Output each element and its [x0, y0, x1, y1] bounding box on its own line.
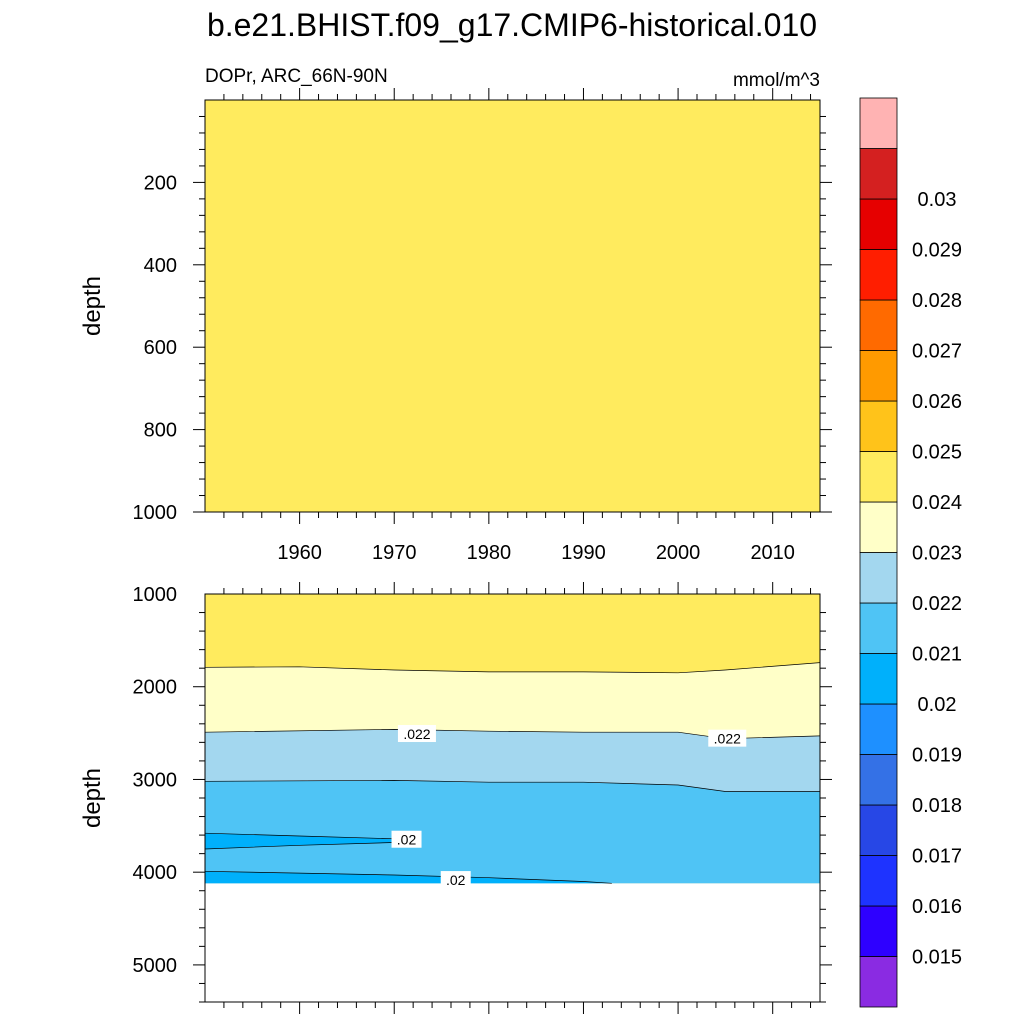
lower-fill-band-0.019-0.020-upper [205, 833, 404, 849]
colorbar-label: 0.024 [912, 492, 962, 514]
lower-fill-band-0.020-0.021 [205, 780, 820, 884]
colorbar-box [859, 451, 898, 503]
colorbar-box [859, 804, 898, 856]
chart-title: b.e21.BHIST.f09_g17.CMIP6-historical.010 [207, 7, 817, 43]
colorbar-label: 0.03 [918, 189, 957, 211]
colorbar-label: 0.019 [912, 745, 962, 767]
colorbar: 0.015 0.016 0.017 0.018 0.019 0.02 0.021 0.022 0… [859, 97, 962, 1008]
upper-x-tick-label: 2000 [656, 542, 701, 564]
colorbar-box [859, 754, 898, 806]
lower-contour-labels: .022 .022 .02 .02 [391, 725, 747, 889]
upper-panel: DOPr, ARC_66N-90N mmol/m^3 1960 1970 1980 1… [79, 66, 832, 564]
contour-label-box [391, 830, 422, 848]
lower-y-tick-label: 1000 [133, 584, 178, 606]
colorbar-label: 0.017 [912, 846, 962, 868]
colorbar-label: 0.018 [912, 795, 962, 817]
colorbar-box [859, 703, 898, 755]
upper-x-tick-label: 1980 [467, 542, 512, 564]
colorbar-label: 0.025 [912, 442, 962, 464]
colorbar-boxes [859, 97, 898, 1008]
lower-y-tick-label: 2000 [133, 677, 178, 699]
lower-y-tick-label: 4000 [133, 862, 178, 884]
upper-fill-0.023-0.024 [205, 100, 820, 512]
contour-label-box [708, 729, 747, 747]
contour-label: .02 [397, 832, 417, 848]
lower-axis-labels: 1000 2000 3000 4000 5000 [133, 584, 178, 977]
contour-label: .022 [403, 726, 430, 742]
colorbar-label: 0.026 [912, 391, 962, 413]
colorbar-box [859, 97, 898, 149]
colorbar-box [859, 400, 898, 452]
upper-axis-ticks [193, 88, 832, 524]
lower-plot-frame [204, 593, 821, 1003]
colorbar-box [859, 148, 898, 200]
upper-x-tick-label: 1990 [561, 542, 606, 564]
colorbar-box [859, 552, 898, 604]
contour-label: .02 [446, 872, 466, 888]
upper-axis-labels: 1960 1970 1980 1990 2000 2010 200 400 600 800 1000 [133, 172, 795, 564]
colorbar-labels: 0.015 0.016 0.017 0.018 0.019 0.02 0.021 0.022 0… [912, 189, 962, 969]
colorbar-label: 0.02 [918, 694, 957, 716]
colorbar-box [859, 501, 898, 553]
contour-line [204, 662, 821, 674]
contour-label: .022 [714, 731, 741, 747]
colorbar-box [859, 350, 898, 402]
colorbar-box [859, 905, 898, 957]
colorbar-box [859, 956, 898, 1008]
units-label: mmol/m^3 [733, 70, 820, 91]
upper-y-tick-label: 400 [144, 255, 177, 277]
lower-y-tick-label: 3000 [133, 769, 178, 791]
colorbar-label: 0.027 [912, 341, 962, 363]
colorbar-label: 0.015 [912, 947, 962, 969]
colorbar-label: 0.029 [912, 240, 962, 262]
colorbar-box [859, 299, 898, 351]
upper-y-tick-label: 800 [144, 420, 177, 442]
colorbar-box [859, 602, 898, 654]
upper-plot-frame [204, 99, 821, 513]
upper-y-tick-label: 600 [144, 337, 177, 359]
lower-y-tick-label: 5000 [133, 955, 178, 977]
lower-panel: .022 .022 .02 .02 1000 2000 3000 4000 5000 dept… [79, 582, 832, 1014]
colorbar-box [859, 653, 898, 705]
upper-x-tick-label: 1970 [372, 542, 417, 564]
contour-label-box [440, 871, 471, 889]
colorbar-label: 0.021 [912, 644, 962, 666]
colorbar-label: 0.022 [912, 593, 962, 615]
variable-label: DOPr, ARC_66N-90N [205, 66, 388, 87]
colorbar-box [859, 249, 898, 301]
upper-x-tick-label: 2010 [750, 542, 795, 564]
colorbar-box [859, 855, 898, 907]
contour-label-box [397, 725, 436, 743]
lower-ylabel: depth [79, 768, 106, 828]
colorbar-label: 0.028 [912, 290, 962, 312]
upper-ylabel: depth [79, 276, 106, 336]
colorbar-box [859, 198, 898, 250]
lower-axis-ticks [193, 582, 832, 1014]
contour-line [204, 780, 820, 792]
upper-y-tick-label: 200 [144, 172, 177, 194]
colorbar-label: 0.023 [912, 543, 962, 565]
upper-x-tick-label: 1960 [277, 542, 322, 564]
upper-y-tick-label: 1000 [133, 502, 178, 524]
colorbar-label: 0.016 [912, 896, 962, 918]
